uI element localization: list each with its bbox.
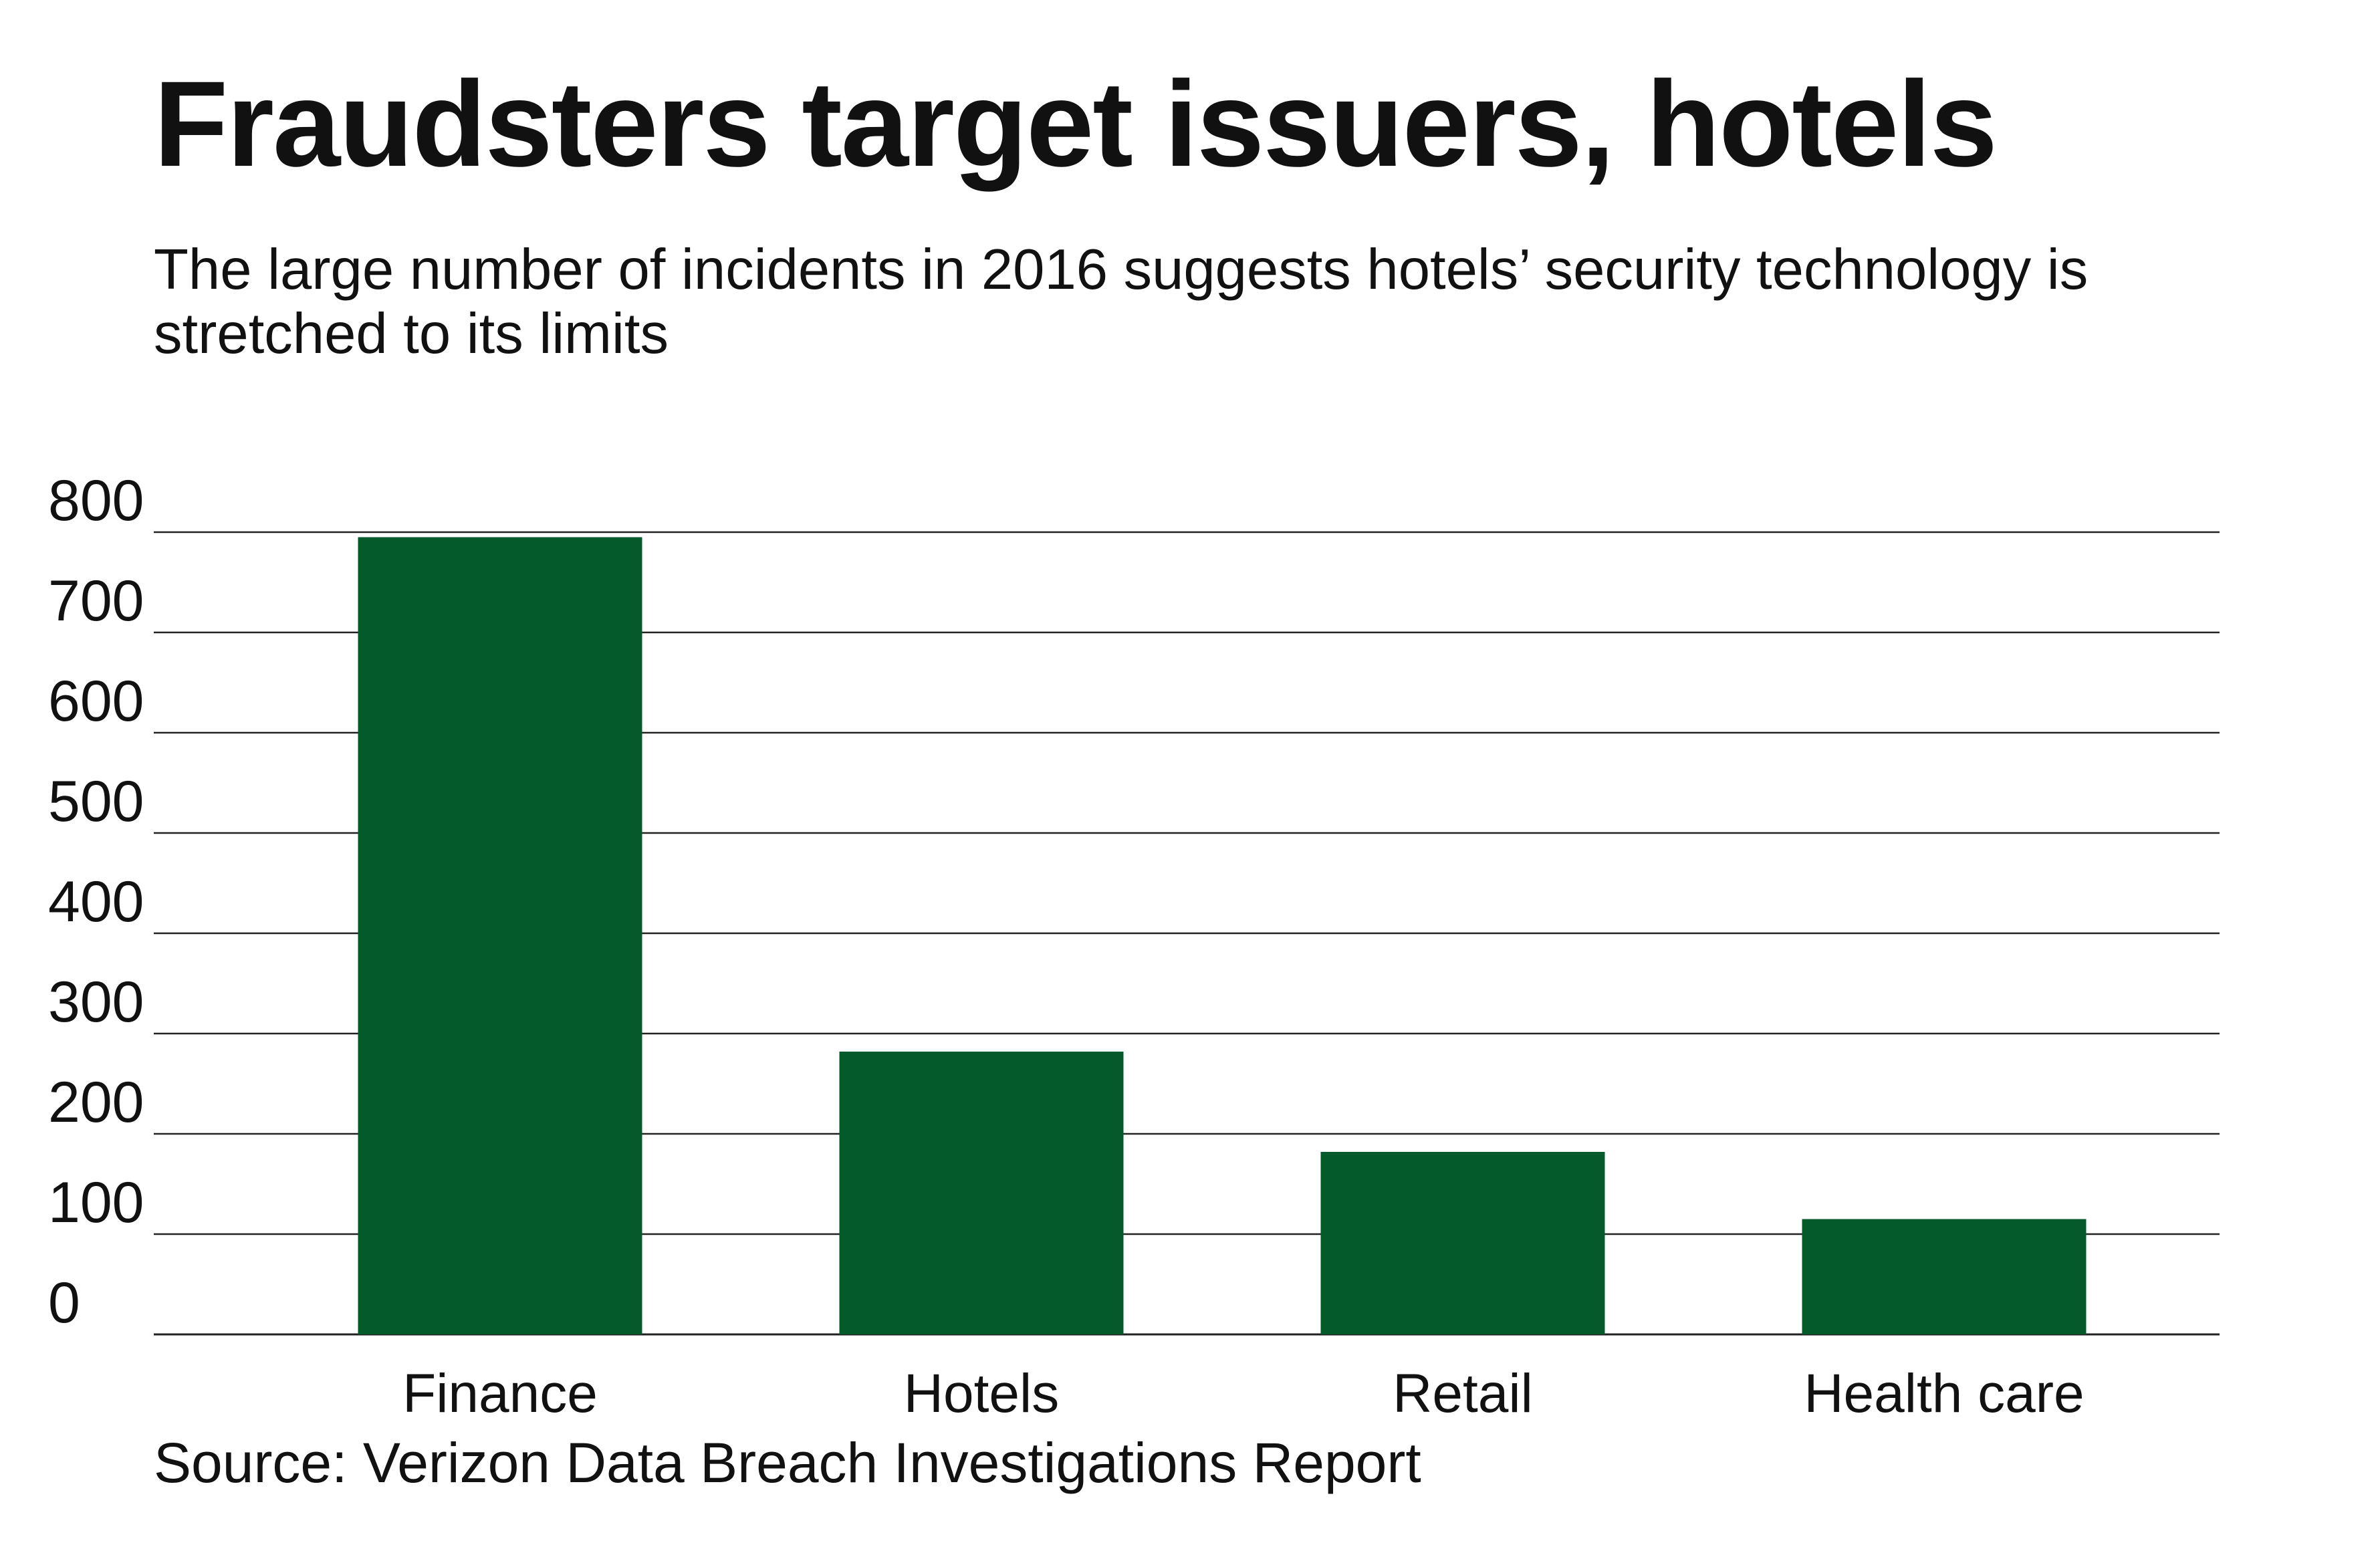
x-tick-label: Finance: [402, 1363, 598, 1424]
x-tick-label: Hotels: [904, 1363, 1059, 1424]
bar-retail: [1320, 1152, 1605, 1334]
bar-hotels: [839, 1052, 1124, 1334]
chart-subtitle: The large number of incidents in 2016 su…: [154, 238, 2089, 366]
chart-title: Fraudsters target issuers, hotels: [154, 55, 1998, 192]
y-tick-label: 400: [48, 870, 144, 934]
bars: [358, 537, 2087, 1334]
y-tick-label: 700: [48, 569, 144, 633]
y-axis-ticks: 0 100 200 300 400 500 600 700 800: [48, 469, 144, 1335]
y-tick-label: 200: [48, 1070, 144, 1135]
bar-finance: [358, 537, 642, 1334]
y-tick-label: 500: [48, 769, 144, 834]
y-tick-label: 800: [48, 469, 144, 533]
y-tick-label: 600: [48, 669, 144, 733]
bar-health-care: [1802, 1219, 2087, 1334]
y-tick-label: 0: [48, 1271, 80, 1335]
x-tick-label: Retail: [1393, 1363, 1533, 1424]
source-note: Source: Verizon Data Breach Investigatio…: [154, 1431, 1421, 1494]
x-tick-label: Health care: [1804, 1363, 2084, 1424]
y-tick-label: 300: [48, 970, 144, 1034]
y-tick-label: 100: [48, 1171, 144, 1235]
x-axis-ticks: Finance Hotels Retail Health care: [402, 1363, 2085, 1424]
